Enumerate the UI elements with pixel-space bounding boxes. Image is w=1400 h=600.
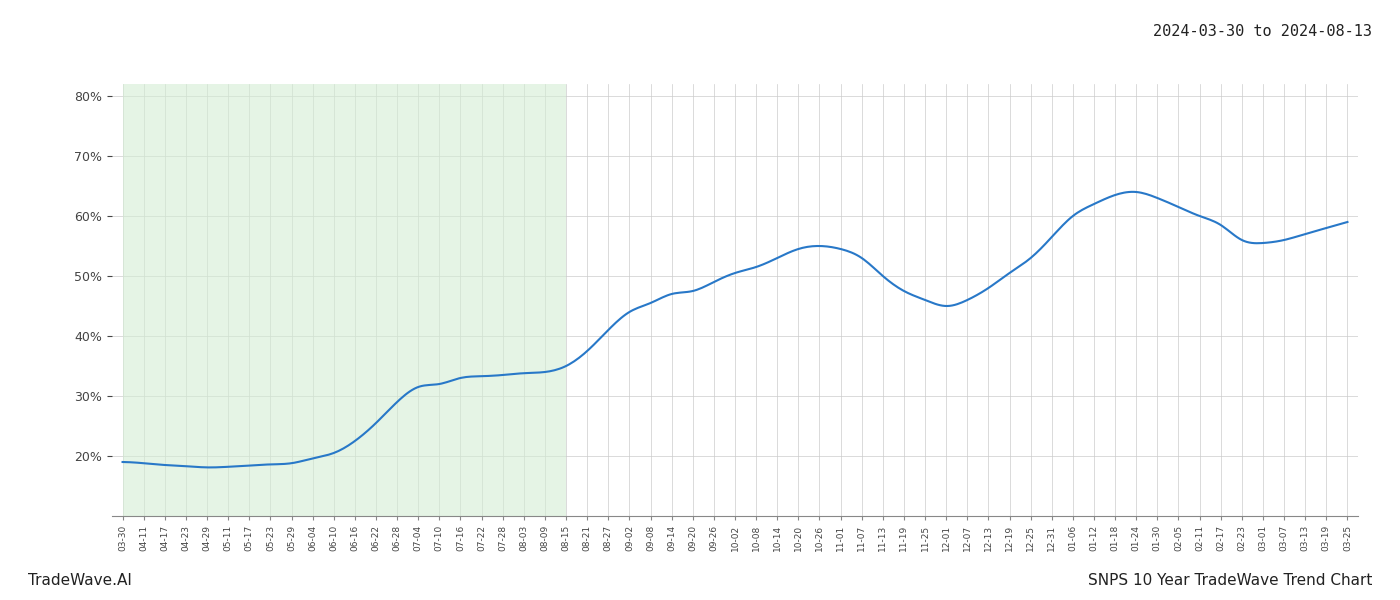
- Text: 2024-03-30 to 2024-08-13: 2024-03-30 to 2024-08-13: [1154, 24, 1372, 39]
- Text: TradeWave.AI: TradeWave.AI: [28, 573, 132, 588]
- Text: SNPS 10 Year TradeWave Trend Chart: SNPS 10 Year TradeWave Trend Chart: [1088, 573, 1372, 588]
- Bar: [123, 84, 566, 516]
